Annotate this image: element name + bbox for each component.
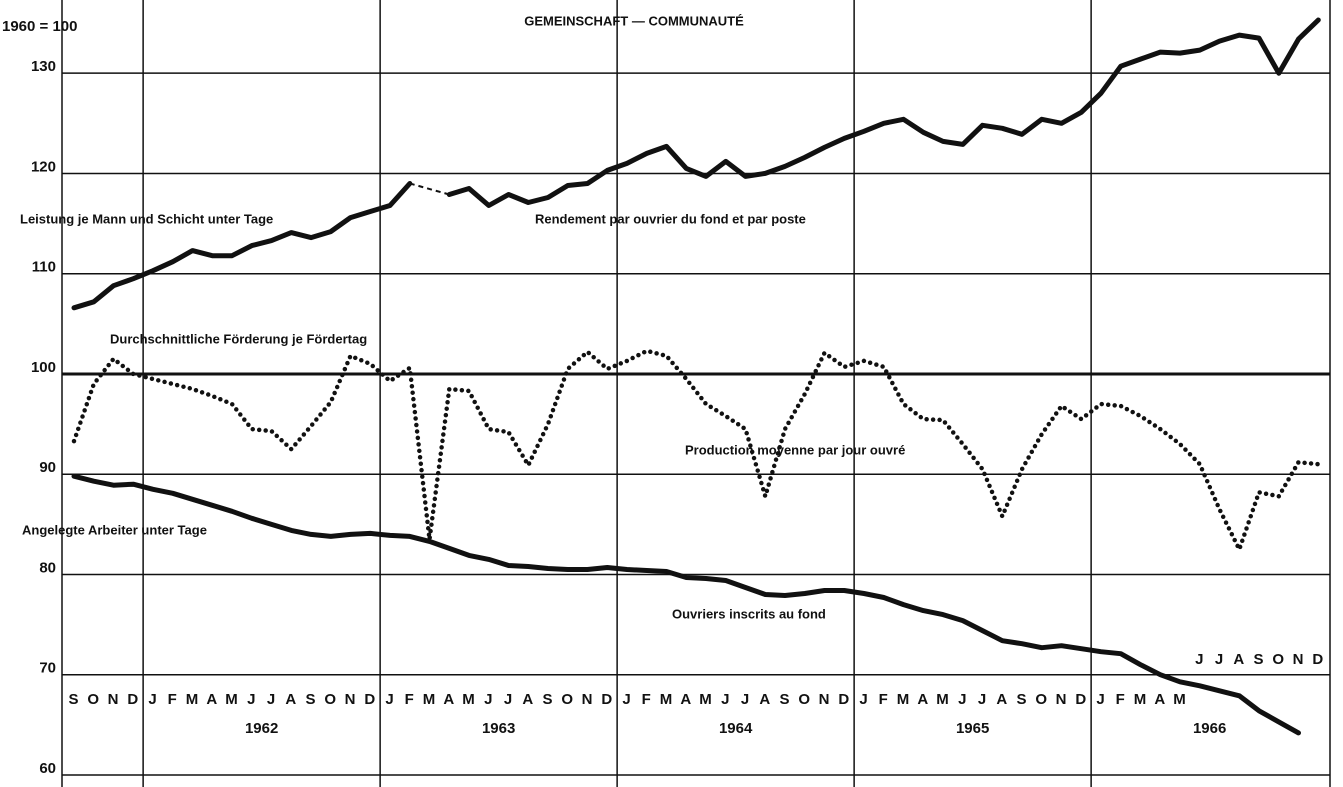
x-tick-label: F bbox=[405, 691, 415, 708]
x-tick-label: J bbox=[484, 691, 493, 708]
year-label: 1963 bbox=[482, 720, 515, 737]
x-tick-label: M bbox=[225, 691, 239, 708]
x-tick-label: J bbox=[859, 691, 868, 708]
x-tick-label: D bbox=[364, 691, 376, 708]
x-tick-label: A bbox=[917, 691, 929, 708]
series-label: Production moyenne par jour ouvré bbox=[685, 442, 905, 457]
x-tick-label: D bbox=[601, 691, 613, 708]
gap-bridge bbox=[409, 182, 450, 196]
x-tick-label: J bbox=[385, 691, 394, 708]
x-tick-label: M bbox=[660, 691, 674, 708]
y-tick-label: 130 bbox=[31, 58, 56, 75]
y-tick-label: 90 bbox=[39, 459, 56, 476]
series-label: Ouvriers inscrits au fond bbox=[672, 606, 826, 621]
x-tick-label: S bbox=[1016, 691, 1027, 708]
x-tick-label: M bbox=[1173, 691, 1187, 708]
x-tick-label: M bbox=[936, 691, 950, 708]
x-tick-label: D bbox=[1312, 651, 1324, 668]
x-tick-label: S bbox=[68, 691, 79, 708]
x-tick-label: O bbox=[324, 691, 337, 708]
x-tick-label: F bbox=[168, 691, 178, 708]
series-line bbox=[446, 17, 1321, 208]
y-tick-label: 70 bbox=[39, 660, 56, 677]
x-tick-label: M bbox=[186, 691, 200, 708]
y-tick-label: 120 bbox=[31, 158, 56, 175]
x-tick-label: J bbox=[978, 691, 987, 708]
x-tick-label: O bbox=[1272, 651, 1285, 668]
y-tick-label: 100 bbox=[31, 359, 56, 376]
x-tick-label: A bbox=[680, 691, 692, 708]
x-tick-label: J bbox=[1215, 651, 1224, 668]
x-tick-label: F bbox=[1116, 691, 1126, 708]
x-tick-label: M bbox=[423, 691, 437, 708]
x-tick-label: A bbox=[1233, 651, 1245, 668]
x-tick-label: J bbox=[267, 691, 276, 708]
x-tick-label: F bbox=[642, 691, 652, 708]
x-tick-label: A bbox=[522, 691, 534, 708]
x-tick-label: A bbox=[1154, 691, 1166, 708]
series-label: Leistung je Mann und Schicht unter Tage bbox=[20, 211, 273, 226]
x-tick-label: A bbox=[285, 691, 297, 708]
x-tick-label: M bbox=[699, 691, 713, 708]
x-tick-label: J bbox=[1096, 691, 1105, 708]
x-tick-label: O bbox=[87, 691, 100, 708]
x-tick-label: A bbox=[759, 691, 771, 708]
year-label: 1964 bbox=[719, 720, 753, 737]
x-tick-label: S bbox=[779, 691, 790, 708]
x-tick-label: J bbox=[958, 691, 967, 708]
series-line bbox=[71, 348, 1321, 556]
x-tick-label: N bbox=[1056, 691, 1068, 708]
series-line bbox=[71, 473, 1301, 736]
x-tick-label: J bbox=[741, 691, 750, 708]
x-tick-label: M bbox=[462, 691, 476, 708]
x-tick-label: A bbox=[996, 691, 1008, 708]
series-label: Rendement par ouvrier du fond et par pos… bbox=[535, 211, 806, 226]
x-tick-label: S bbox=[305, 691, 316, 708]
x-tick-label: N bbox=[1293, 651, 1305, 668]
x-tick-label: S bbox=[542, 691, 553, 708]
x-tick-label: J bbox=[622, 691, 631, 708]
x-tick-label: O bbox=[798, 691, 811, 708]
y-tick-label: 110 bbox=[32, 259, 56, 276]
x-tick-label: D bbox=[838, 691, 850, 708]
x-tick-label: N bbox=[108, 691, 120, 708]
x-tick-label: M bbox=[897, 691, 911, 708]
x-tick-label: M bbox=[1134, 691, 1148, 708]
x-tick-label: F bbox=[879, 691, 889, 708]
x-tick-label: S bbox=[1253, 651, 1264, 668]
x-tick-label: O bbox=[1035, 691, 1048, 708]
year-label: 1962 bbox=[245, 720, 278, 737]
series-line bbox=[71, 181, 413, 311]
x-tick-label: O bbox=[561, 691, 574, 708]
series-label: Angelegte Arbeiter unter Tage bbox=[22, 522, 207, 537]
y-tick-label: 60 bbox=[39, 760, 56, 777]
year-label: 1966 bbox=[1193, 720, 1226, 737]
year-label: 1965 bbox=[956, 720, 989, 737]
x-tick-label: D bbox=[1075, 691, 1087, 708]
x-tick-label: A bbox=[206, 691, 218, 708]
x-tick-label: J bbox=[504, 691, 513, 708]
x-tick-label: J bbox=[148, 691, 157, 708]
x-tick-label: J bbox=[1195, 651, 1204, 668]
series-label: Durchschnittliche Förderung je Fördertag bbox=[110, 331, 367, 346]
x-tick-label: N bbox=[345, 691, 357, 708]
x-tick-label: N bbox=[819, 691, 831, 708]
x-tick-label: J bbox=[247, 691, 256, 708]
x-tick-label: N bbox=[582, 691, 594, 708]
x-tick-label: J bbox=[721, 691, 730, 708]
y-tick-label: 80 bbox=[39, 559, 56, 576]
x-tick-label: A bbox=[443, 691, 455, 708]
x-tick-label: D bbox=[127, 691, 139, 708]
y-axis-label: 1960 = 100 bbox=[2, 18, 78, 35]
chart-title: GEMEINSCHAFT — COMMUNAUTÉ bbox=[524, 13, 744, 28]
